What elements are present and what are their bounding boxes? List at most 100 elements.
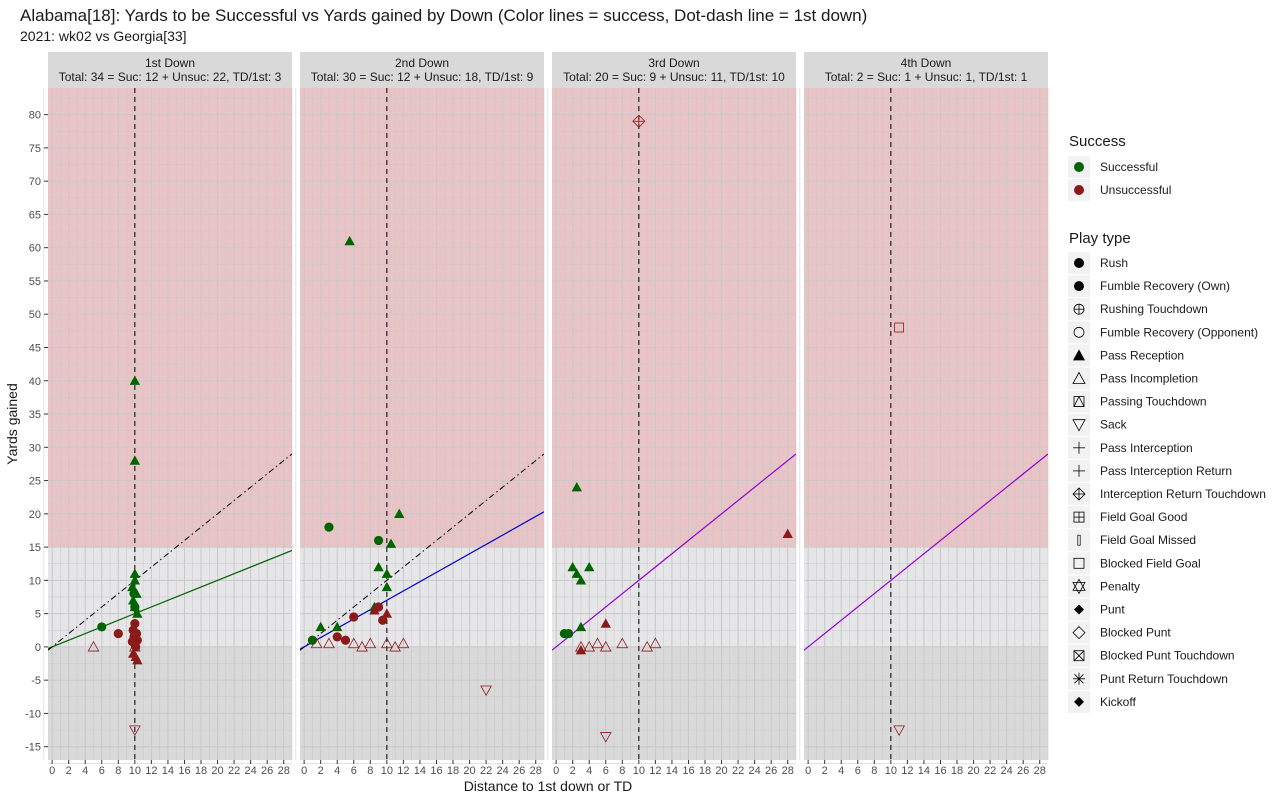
x-tick-label: 0 xyxy=(301,765,307,777)
x-tick-label: 10 xyxy=(633,765,645,777)
x-tick-label: 4 xyxy=(586,765,592,777)
data-points xyxy=(87,375,143,737)
x-tick-label: 0 xyxy=(805,765,811,777)
legend-icon-filled-circle xyxy=(1074,281,1084,292)
x-tick-label: 8 xyxy=(619,765,625,777)
x-tick-label: 28 xyxy=(530,765,542,777)
data-point xyxy=(127,581,138,592)
data-point xyxy=(369,605,380,615)
data-point xyxy=(894,322,905,333)
data-point xyxy=(584,561,595,572)
legend-icon-square-plus xyxy=(1073,511,1085,523)
legend-icon-plus xyxy=(1073,464,1085,477)
x-tick-label: 26 xyxy=(261,765,273,777)
x-tick-label: 16 xyxy=(178,765,190,777)
legend-label: Field Goal Good xyxy=(1100,510,1187,524)
y-tick-label: -10 xyxy=(25,708,41,720)
data-point xyxy=(389,640,401,652)
x-tick-label: 0 xyxy=(553,765,559,777)
data-point xyxy=(563,628,574,639)
background-band xyxy=(300,646,544,760)
data-point xyxy=(344,235,355,246)
y-tick-label: 5 xyxy=(35,609,41,621)
x-tick-label: 8 xyxy=(871,765,877,777)
data-point xyxy=(575,645,587,655)
background-band xyxy=(48,646,292,760)
data-point xyxy=(129,375,141,385)
data-point xyxy=(307,635,318,645)
legend-label: Interception Return Touchdown xyxy=(1100,487,1266,501)
success-line xyxy=(300,511,544,650)
legend: Success Successful Unsuccessful Play type Ru… xyxy=(1068,133,1266,713)
legend-icon-open-circle xyxy=(1073,326,1085,338)
legend-label: Field Goal Missed xyxy=(1100,533,1196,547)
legend-icon-diamond-plus xyxy=(1072,487,1086,501)
data-point xyxy=(591,637,604,649)
legend-title-play-type: Play type xyxy=(1069,230,1131,247)
x-tick-label: 8 xyxy=(367,765,373,777)
x-tick-label: 2 xyxy=(822,765,828,777)
legend-label: Penalty xyxy=(1100,579,1140,593)
x-tick-label: 18 xyxy=(195,765,207,777)
x-tick-label: 4 xyxy=(82,765,88,777)
data-point xyxy=(641,640,653,652)
background-band xyxy=(300,88,544,548)
data-point xyxy=(782,528,793,538)
x-tick-label: 14 xyxy=(666,765,678,777)
data-point xyxy=(385,538,397,548)
x-tick-label: 14 xyxy=(414,765,426,777)
legend-key-bg xyxy=(1068,529,1090,552)
legend-icon-filled-circle xyxy=(1074,258,1084,268)
data-point xyxy=(893,725,905,737)
y-axis-title: Yards gained xyxy=(4,383,20,464)
x-tick-label: 2 xyxy=(318,765,324,777)
data-point xyxy=(127,595,139,605)
legend-icon-open-square xyxy=(1073,557,1085,569)
data-point xyxy=(599,732,612,743)
data-point xyxy=(315,621,326,632)
x-tick-label: 4 xyxy=(838,765,844,777)
data-point xyxy=(364,637,377,649)
x-tick-label: 10 xyxy=(885,765,897,777)
data-point xyxy=(349,612,359,622)
legend-key-bg xyxy=(1068,552,1090,575)
data-point xyxy=(575,640,587,652)
strip-title: 1st Down xyxy=(145,56,195,70)
legend-label: Blocked Punt xyxy=(1100,626,1171,640)
legend-label: Pass Incompletion xyxy=(1100,372,1198,386)
legend-key-bg xyxy=(1068,367,1090,390)
data-point xyxy=(130,602,140,612)
x-tick-label: 26 xyxy=(513,765,525,777)
legend-key-successful xyxy=(1074,162,1084,172)
y-tick-label: -15 xyxy=(25,742,41,754)
success-line xyxy=(804,453,1048,651)
data-point xyxy=(332,632,342,642)
x-tick-label: 26 xyxy=(765,765,777,777)
x-tick-label: 2 xyxy=(570,765,576,777)
data-point xyxy=(347,637,360,649)
reference-lines xyxy=(552,88,796,760)
x-axis-title: Distance to 1st down or TD xyxy=(464,778,633,794)
background-band xyxy=(552,88,796,548)
legend-label: Pass Interception Return xyxy=(1100,464,1232,478)
x-tick-label: 6 xyxy=(99,765,105,777)
data-point xyxy=(380,637,393,649)
data-point xyxy=(373,535,384,546)
chart-subtitle: 2021: wk02 vs Georgia[33] xyxy=(20,28,187,44)
x-tick-label: 20 xyxy=(715,765,727,777)
legend-title-success: Success xyxy=(1069,133,1126,150)
x-tick-label: 22 xyxy=(732,765,744,777)
y-tick-label: -5 xyxy=(31,675,41,687)
data-point xyxy=(616,637,629,649)
background-band xyxy=(552,646,796,760)
data-point xyxy=(381,608,393,618)
data-point xyxy=(128,640,141,652)
data-point xyxy=(567,561,578,572)
data-point xyxy=(632,114,646,128)
background-band xyxy=(48,88,292,548)
data-point xyxy=(129,455,141,465)
x-tick-label: 20 xyxy=(463,765,475,777)
y-tick-label: 0 xyxy=(35,642,41,654)
